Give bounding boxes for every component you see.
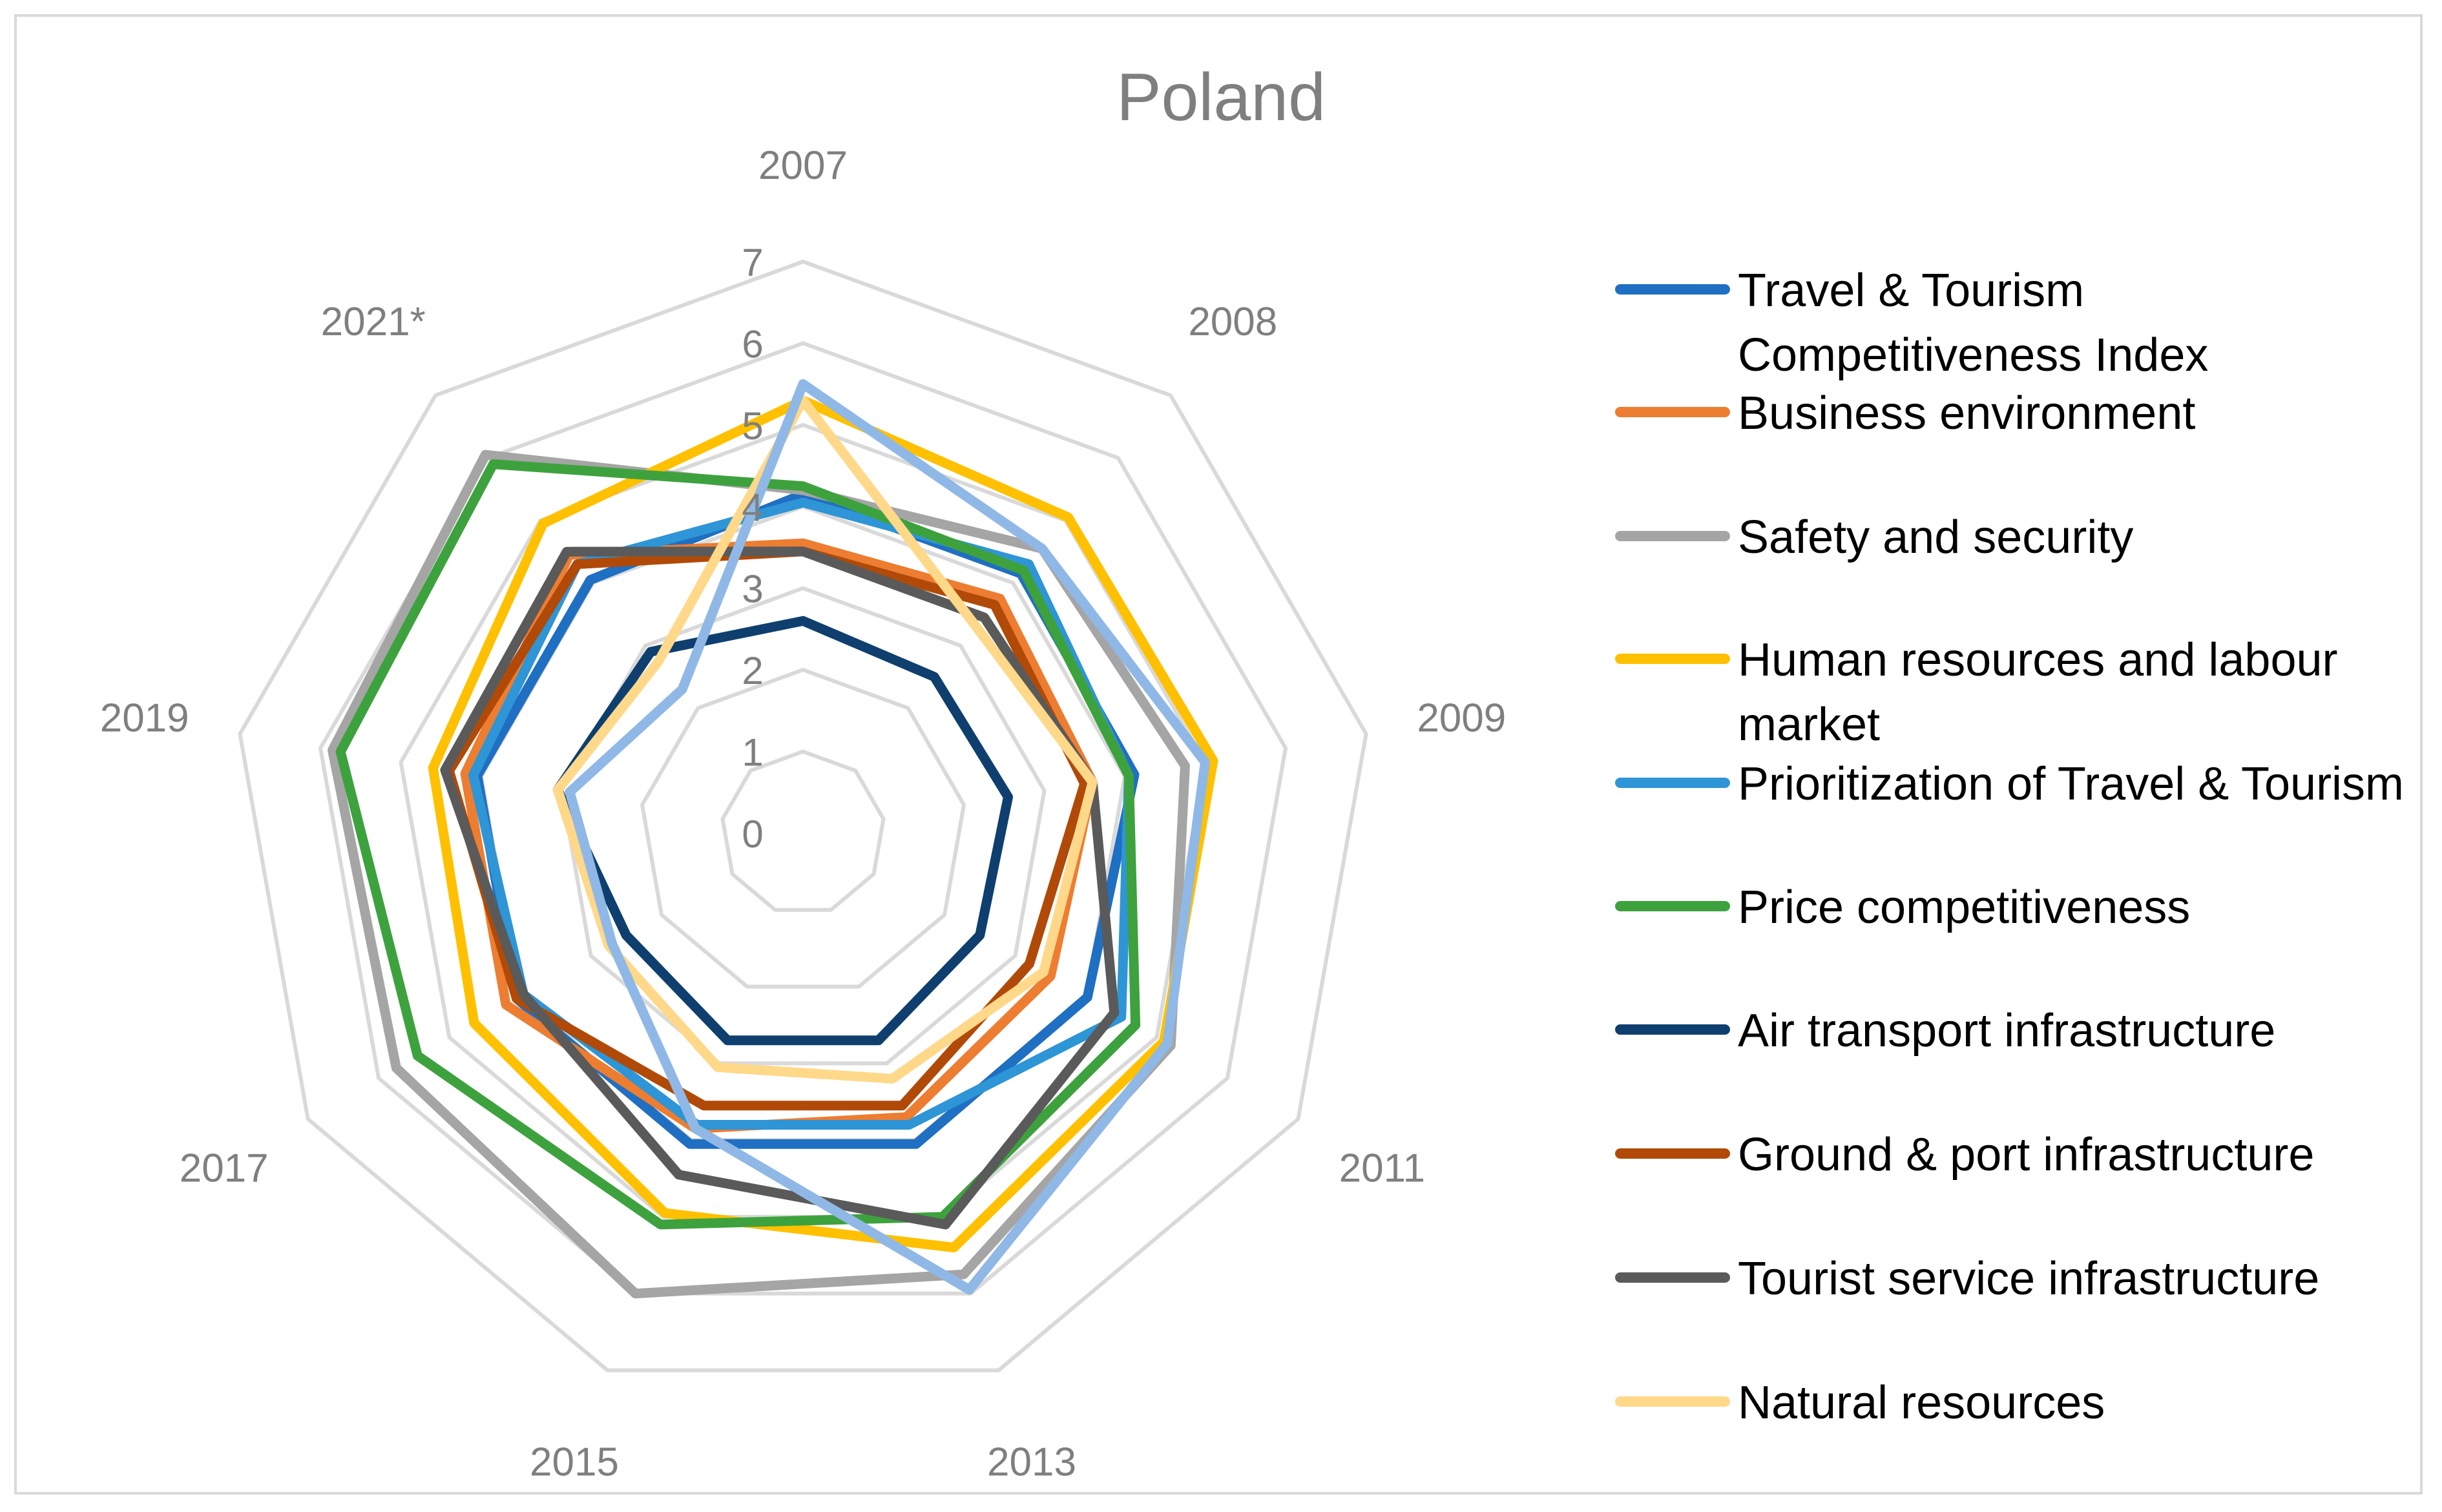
category-label: 2008	[1188, 300, 1277, 344]
legend-label: Travel & Tourism Competitiveness Index	[1738, 265, 2209, 381]
series-line-4	[428, 395, 1218, 1252]
series-line-10	[552, 395, 1098, 1084]
category-label: 2017	[180, 1146, 269, 1191]
legend-label: Business environment	[1738, 388, 2196, 439]
radar-series-layer	[328, 379, 1218, 1299]
legend-label: Ground & port infrastructure	[1738, 1129, 2315, 1181]
radial-tick-label: 3	[742, 568, 763, 611]
category-label: 2007	[758, 143, 848, 188]
radial-tick-labels: 0 1 2 3 4 5 6 7	[742, 241, 763, 856]
legend-label: Safety and security	[1738, 512, 2134, 563]
category-label: 2011	[1339, 1146, 1425, 1191]
legend-swatch	[1615, 901, 1730, 911]
radial-tick-label: 5	[742, 404, 763, 448]
legend-swatch	[1615, 778, 1730, 788]
legend-label: Tourist service infrastructure	[1738, 1253, 2320, 1305]
chart-title: Poland	[1116, 60, 1326, 135]
grid-ring-7	[238, 259, 1368, 1372]
series-line-7	[552, 616, 1013, 1046]
chart-area	[14, 14, 2423, 1495]
series-line-3	[328, 450, 1190, 1299]
grid-ring-1	[720, 749, 886, 912]
radial-tick-label: 1	[742, 731, 763, 774]
radial-tick-label: 4	[742, 486, 763, 529]
legend-label: Prioritization of Travel & Tourism	[1738, 758, 2405, 810]
series-line-11	[565, 379, 1210, 1295]
radial-tick-label: 7	[742, 241, 763, 284]
legend-swatch	[1615, 1148, 1730, 1159]
category-label: 2013	[987, 1440, 1076, 1485]
legend-swatch	[1615, 531, 1730, 541]
legend-swatch	[1615, 407, 1730, 417]
legend-swatch	[1615, 284, 1730, 295]
radial-tick-label: 6	[742, 322, 763, 366]
legend-label: Natural resources	[1738, 1377, 2105, 1429]
series-line-6	[335, 459, 1141, 1230]
legend-swatch	[1615, 1272, 1730, 1283]
legend-label: Air transport infrastructure	[1738, 1005, 2276, 1057]
category-label: 2021*	[321, 300, 426, 344]
category-label: 2019	[100, 696, 189, 740]
category-label: 2009	[1417, 696, 1506, 740]
radial-tick-label: 0	[742, 813, 763, 856]
legend-swatch	[1615, 1024, 1730, 1035]
legend-label: Price competitiveness	[1738, 882, 2191, 933]
radial-tick-label: 2	[742, 649, 763, 692]
legend-swatch	[1615, 1396, 1730, 1407]
grid-ring-2	[640, 667, 966, 989]
legend-label: Human resources and labour market	[1738, 634, 2338, 751]
legend-swatch	[1615, 654, 1730, 664]
category-label: 2015	[530, 1440, 619, 1485]
